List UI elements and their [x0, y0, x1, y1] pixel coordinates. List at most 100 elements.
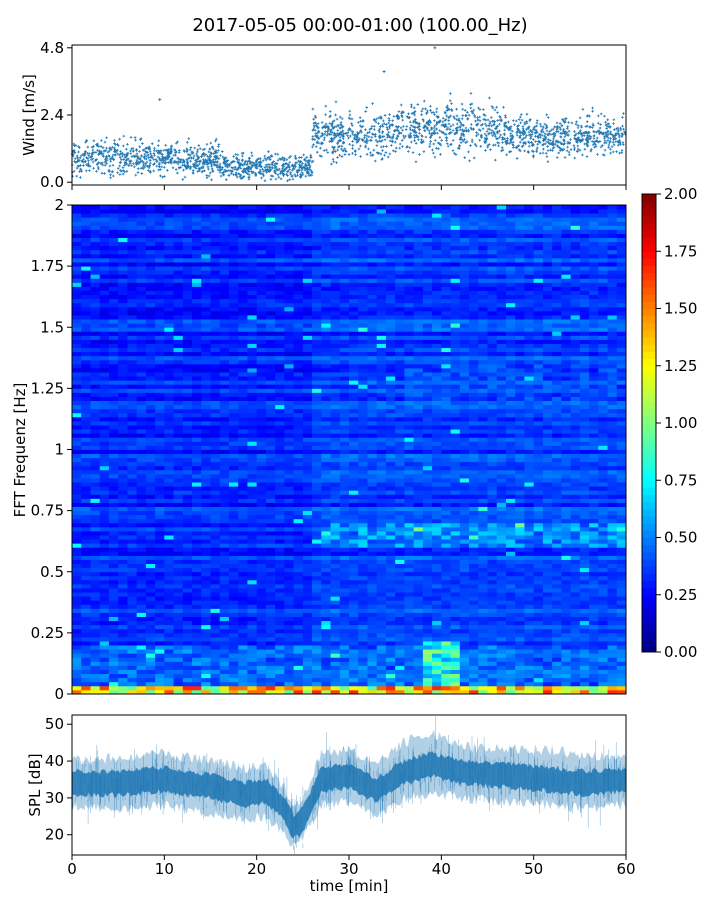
wind-point	[78, 156, 82, 160]
spectrogram-cell	[330, 628, 341, 634]
wind-point	[316, 150, 319, 154]
spectrogram-cell	[312, 583, 322, 589]
wind-point	[517, 118, 521, 121]
spectrogram-cell	[81, 612, 91, 617]
spectrogram-cell	[145, 543, 156, 548]
wind-point	[469, 144, 472, 147]
spectrogram-cell	[219, 681, 230, 687]
spectrogram-cell	[450, 673, 461, 679]
spectrogram-cell	[469, 685, 479, 691]
spectrogram-cell	[598, 612, 608, 617]
spectrogram-cell	[570, 522, 581, 528]
spectrogram-cell	[127, 681, 138, 687]
spectrogram-cell	[201, 628, 211, 634]
spectrogram-cell	[312, 673, 322, 679]
spectrogram-cell	[349, 600, 359, 605]
spectrogram-cell	[358, 535, 368, 540]
wind-point	[407, 112, 410, 116]
spectrogram-cell	[108, 669, 119, 675]
spectrogram-cell	[118, 636, 128, 642]
spectrogram-cell	[385, 518, 396, 524]
wind-point	[192, 165, 195, 168]
spectrogram-cell	[579, 665, 590, 670]
wind-point	[507, 120, 510, 124]
wind-point	[179, 158, 182, 162]
spectrogram-cell	[256, 592, 267, 597]
wind-point	[101, 163, 105, 167]
wind-point	[485, 124, 488, 128]
spectrogram-cell	[524, 535, 535, 540]
spectrogram-cell	[496, 620, 507, 626]
wind-point	[357, 121, 360, 124]
spectrogram-cell	[284, 649, 294, 654]
spectrogram-cell	[238, 681, 248, 687]
wind-point	[204, 158, 208, 162]
spectrogram-cell	[367, 628, 378, 634]
wind-point	[576, 144, 580, 148]
spectrogram-cell	[598, 661, 608, 666]
wind-point	[463, 108, 467, 112]
spectrogram-cell	[496, 531, 507, 536]
spectrogram-cell	[616, 612, 627, 617]
spectrogram-cell	[561, 547, 571, 552]
spectrogram-cell	[182, 636, 193, 642]
spectrogram-cell	[330, 653, 341, 658]
wind-point	[509, 150, 513, 153]
spectrogram-cell	[339, 551, 350, 556]
spectrogram-cell	[182, 600, 193, 605]
spectrogram-cell	[607, 645, 618, 650]
spectrogram-cell	[136, 612, 147, 617]
spectrogram-cell	[302, 583, 313, 589]
spectrogram-cell	[90, 526, 101, 532]
spectrogram-cell	[238, 531, 248, 536]
wind-point	[121, 169, 125, 172]
spectrogram-cell	[81, 604, 91, 609]
spectrogram-cell	[478, 535, 488, 540]
spectrogram-cell	[201, 681, 211, 687]
spectrogram-cell	[349, 649, 359, 654]
spectrogram-cell	[339, 636, 350, 642]
wind-point	[167, 161, 170, 164]
spectrogram-cell	[164, 555, 174, 560]
spectrogram-cell	[459, 677, 470, 683]
spectrogram-cell	[173, 616, 184, 622]
wind-point	[160, 161, 164, 165]
wind-point	[574, 122, 578, 126]
spectrogram-cell	[164, 661, 174, 666]
wind-point	[129, 149, 132, 153]
spectrogram-cell	[164, 563, 174, 569]
wind-point	[374, 138, 378, 142]
spectrogram-cell	[136, 677, 147, 683]
spectrogram-cell	[478, 518, 488, 524]
wind-point	[440, 139, 443, 142]
spectrogram-cell	[173, 657, 184, 662]
spectrogram-cell	[164, 665, 174, 670]
wind-point	[461, 114, 465, 117]
wind-point	[570, 121, 574, 125]
wind-point	[576, 124, 580, 127]
spectrogram-cell	[395, 657, 405, 662]
spectrogram-cell	[219, 612, 230, 617]
spectrogram-cell	[496, 669, 507, 675]
spectrogram-cell	[81, 673, 91, 679]
spectrogram-cell	[238, 657, 248, 662]
spectrogram-cell	[228, 535, 239, 540]
wind-point	[452, 151, 456, 155]
wind-point	[535, 148, 539, 152]
spectrogram-cell	[515, 522, 525, 528]
spectrogram-cell	[330, 539, 341, 544]
spectrogram-cell	[542, 531, 553, 536]
spectrogram-cell	[219, 673, 230, 679]
spectrogram-cell	[256, 628, 267, 634]
spectrogram-cell	[330, 681, 341, 687]
spectrogram-cell	[579, 559, 590, 564]
spectrogram-cell	[145, 547, 156, 552]
spectrogram-cell	[81, 681, 91, 687]
spectrogram-cell	[219, 632, 230, 638]
wind-point	[433, 155, 437, 159]
wind-point	[359, 155, 362, 158]
wind-point	[596, 153, 599, 156]
spectrogram-cell	[395, 588, 405, 593]
wind-point	[84, 140, 87, 144]
spectrogram-cell	[561, 645, 571, 650]
